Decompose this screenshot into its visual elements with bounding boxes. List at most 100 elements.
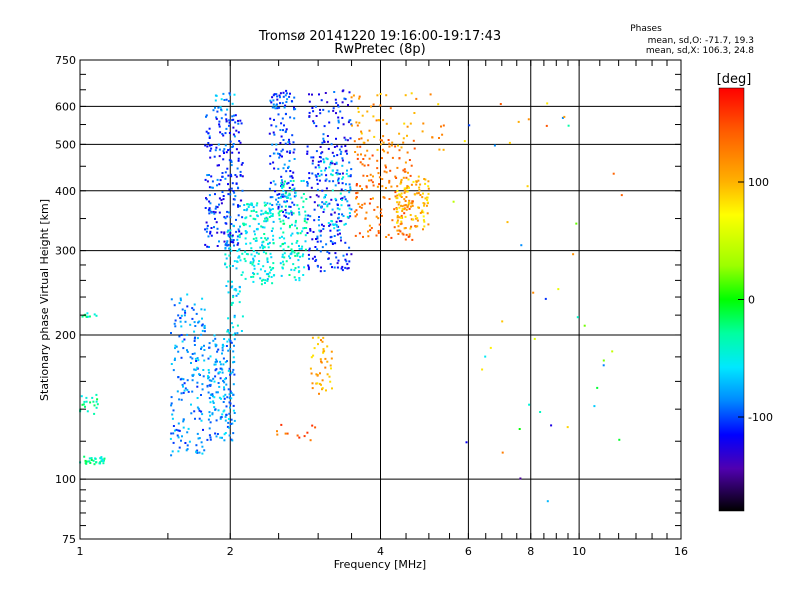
data-point bbox=[280, 205, 283, 208]
data-point bbox=[178, 335, 181, 338]
data-point bbox=[228, 247, 231, 250]
data-point bbox=[383, 150, 386, 153]
data-point bbox=[306, 152, 309, 155]
data-point bbox=[272, 106, 275, 109]
data-point bbox=[415, 180, 418, 183]
data-point bbox=[385, 122, 388, 125]
data-point bbox=[306, 232, 309, 234]
data-point bbox=[214, 369, 217, 372]
data-point bbox=[345, 183, 347, 186]
data-point bbox=[347, 267, 350, 270]
data-point bbox=[235, 218, 237, 221]
data-point bbox=[219, 417, 222, 420]
data-point bbox=[179, 317, 182, 319]
data-point bbox=[224, 171, 227, 174]
data-point bbox=[270, 276, 273, 278]
data-point bbox=[229, 229, 232, 232]
data-point bbox=[406, 190, 409, 193]
data-point bbox=[237, 122, 240, 125]
data-point bbox=[327, 110, 330, 113]
data-point bbox=[372, 103, 375, 106]
data-point bbox=[219, 106, 222, 109]
data-point bbox=[215, 358, 218, 361]
data-point bbox=[398, 193, 401, 196]
data-point bbox=[224, 144, 227, 147]
data-point bbox=[410, 225, 413, 228]
data-point bbox=[338, 229, 341, 231]
data-point bbox=[424, 178, 427, 181]
data-point bbox=[406, 205, 409, 208]
data-point bbox=[583, 324, 586, 327]
data-point bbox=[207, 391, 210, 394]
data-point bbox=[329, 161, 332, 164]
data-point bbox=[202, 375, 205, 378]
data-point bbox=[313, 122, 316, 125]
data-point bbox=[264, 279, 267, 282]
y-tick-label: 600 bbox=[55, 100, 76, 113]
data-point bbox=[283, 256, 286, 259]
data-point bbox=[219, 377, 222, 380]
data-point bbox=[283, 195, 286, 198]
data-point bbox=[291, 242, 294, 245]
data-point bbox=[207, 375, 209, 378]
data-point bbox=[222, 363, 225, 366]
data-point bbox=[208, 174, 210, 176]
data-point bbox=[400, 146, 403, 149]
data-point bbox=[81, 315, 84, 318]
data-point bbox=[201, 323, 204, 326]
data-point bbox=[171, 417, 174, 420]
data-point bbox=[267, 246, 270, 249]
data-point bbox=[396, 189, 399, 192]
data-point bbox=[317, 164, 320, 167]
data-point bbox=[308, 100, 311, 103]
data-point bbox=[235, 267, 238, 270]
data-point bbox=[226, 360, 228, 363]
data-point bbox=[217, 382, 220, 384]
data-point bbox=[279, 262, 282, 265]
data-point bbox=[343, 97, 346, 100]
data-point bbox=[355, 196, 358, 199]
data-point bbox=[206, 180, 209, 183]
data-point bbox=[376, 94, 379, 97]
data-point bbox=[188, 440, 191, 443]
data-point bbox=[250, 253, 253, 256]
data-point bbox=[212, 339, 215, 342]
data-point bbox=[231, 182, 234, 185]
data-point bbox=[221, 191, 224, 193]
data-point bbox=[355, 184, 358, 187]
data-point bbox=[328, 202, 331, 205]
data-point bbox=[263, 233, 266, 235]
data-point bbox=[240, 274, 243, 276]
data-point bbox=[282, 129, 284, 132]
data-point bbox=[195, 451, 198, 454]
data-point bbox=[216, 227, 219, 230]
data-point bbox=[87, 315, 90, 318]
data-point bbox=[319, 372, 321, 375]
data-point bbox=[204, 243, 207, 246]
data-point bbox=[283, 252, 286, 255]
data-point bbox=[410, 164, 413, 167]
data-point bbox=[222, 343, 224, 346]
data-point bbox=[241, 252, 244, 255]
data-point bbox=[224, 419, 227, 422]
data-point bbox=[359, 145, 362, 148]
data-point bbox=[177, 350, 180, 353]
data-point bbox=[517, 120, 520, 123]
data-point bbox=[173, 429, 176, 432]
data-point bbox=[421, 196, 424, 199]
data-point bbox=[193, 368, 196, 371]
data-point bbox=[348, 161, 351, 164]
data-point bbox=[253, 255, 256, 258]
data-point bbox=[303, 220, 306, 223]
data-point bbox=[358, 232, 361, 235]
data-point bbox=[210, 234, 213, 237]
data-point bbox=[337, 259, 340, 262]
data-point bbox=[292, 141, 295, 144]
data-point bbox=[186, 350, 189, 353]
data-point bbox=[272, 262, 275, 265]
data-point bbox=[170, 454, 173, 457]
data-point bbox=[318, 204, 321, 207]
data-point bbox=[291, 232, 294, 235]
data-point bbox=[339, 236, 342, 239]
data-point bbox=[234, 174, 237, 176]
